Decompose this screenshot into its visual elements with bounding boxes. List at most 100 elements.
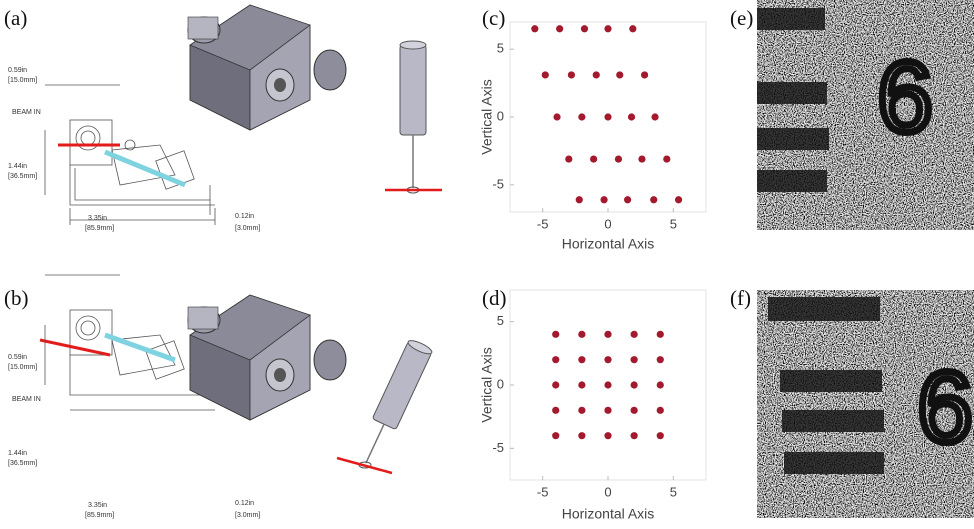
probe: [385, 41, 442, 193]
point: [590, 155, 597, 162]
point: [556, 25, 563, 32]
point: [604, 356, 611, 363]
dimension-label: 1.44in: [8, 450, 27, 457]
point: [624, 196, 631, 203]
panel-label: (c): [482, 6, 505, 30]
dimension-label: [85.9mm]: [85, 225, 114, 232]
point: [578, 331, 585, 338]
dimension-label: [15.0mm]: [8, 77, 37, 84]
point: [631, 331, 638, 338]
point: [600, 196, 607, 203]
point: [663, 155, 670, 162]
point: [552, 331, 559, 338]
target-bar: [757, 170, 827, 192]
point: [578, 356, 585, 363]
point: [604, 113, 611, 120]
dimension-label: [36.5mm]: [8, 173, 37, 180]
point: [552, 407, 559, 414]
point: [631, 356, 638, 363]
panel-label: (b): [4, 286, 29, 310]
panel-label: (f): [730, 286, 751, 310]
chart: -5 0 5 -5 0 5 Horizontal Axis Vertical Axis: [479, 290, 706, 522]
panel-label: (e): [730, 6, 753, 30]
target-digit: 6: [877, 41, 933, 153]
y-tick-label: -5: [492, 440, 504, 455]
point: [628, 113, 635, 120]
point: [604, 407, 611, 414]
point: [631, 432, 638, 439]
point: [657, 331, 664, 338]
target-bar: [768, 297, 880, 321]
point: [657, 356, 664, 363]
target-digit: 6: [917, 351, 973, 463]
dimension-label: [36.5mm]: [8, 460, 37, 467]
target-bar: [757, 128, 829, 150]
point: [641, 71, 648, 78]
y-tick-label: 5: [497, 313, 504, 328]
dimension-label: 0.59in: [8, 354, 27, 361]
x-tick-label: 0: [604, 484, 611, 499]
point: [552, 432, 559, 439]
point: [576, 196, 583, 203]
dimension-label: BEAM IN: [12, 109, 41, 116]
target-bar: [782, 410, 884, 432]
target-bar: [784, 452, 884, 474]
figure: 6 6 (a) (b) (c) (d) (e) (f) 0.59in [15.0mm] BEAM I…: [0, 0, 974, 529]
point: [604, 25, 611, 32]
point: [578, 113, 585, 120]
y-axis-label: Vertical Axis: [479, 347, 495, 422]
x-tick-label: 5: [670, 216, 677, 231]
x-axis-label: Horizontal Axis: [562, 236, 655, 252]
point: [552, 356, 559, 363]
y-axis-label: Vertical Axis: [479, 79, 495, 154]
point: [552, 381, 559, 388]
point: [604, 381, 611, 388]
point: [651, 113, 658, 120]
x-tick-label: 0: [604, 216, 611, 231]
dimension-label: [15.0mm]: [8, 364, 37, 371]
target-bar: [780, 370, 882, 392]
dimension-label: [3.0mm]: [235, 225, 260, 232]
x-tick-label: -5: [537, 484, 549, 499]
point: [553, 113, 560, 120]
x-tick-label: 5: [670, 484, 677, 499]
y-tick-label: 0: [497, 108, 504, 123]
y-tick-label: 0: [497, 376, 504, 391]
point: [638, 155, 645, 162]
point: [581, 25, 588, 32]
drawing-panel: [45, 5, 442, 225]
mount-render: [188, 5, 346, 130]
panel-label: (d): [482, 286, 507, 310]
panel-label: (a): [4, 6, 27, 30]
dimension-label: 0.12in: [235, 213, 254, 220]
target-bar: [757, 82, 827, 104]
point: [604, 331, 611, 338]
point: [631, 381, 638, 388]
point: [565, 155, 572, 162]
dimension-label: 0.12in: [235, 500, 254, 507]
x-axis-label: Horizontal Axis: [562, 506, 655, 522]
point: [657, 432, 664, 439]
point: [604, 432, 611, 439]
point: [616, 71, 623, 78]
point: [657, 381, 664, 388]
point: [631, 407, 638, 414]
point: [629, 25, 636, 32]
dimension-label: 0.59in: [8, 67, 27, 74]
point: [578, 381, 585, 388]
point: [531, 25, 538, 32]
dimension-label: [3.0mm]: [235, 512, 260, 519]
point: [657, 407, 664, 414]
point: [568, 71, 575, 78]
speckle-image: [757, 0, 974, 230]
dimension-label: 3.35in: [88, 502, 107, 509]
point: [593, 71, 600, 78]
target-bar: [757, 8, 825, 30]
dimension-label: 1.44in: [8, 163, 27, 170]
dimension-label: 3.35in: [88, 215, 107, 222]
point: [675, 196, 682, 203]
point: [650, 196, 657, 203]
mount-render: [188, 295, 346, 420]
x-tick-label: -5: [537, 216, 549, 231]
